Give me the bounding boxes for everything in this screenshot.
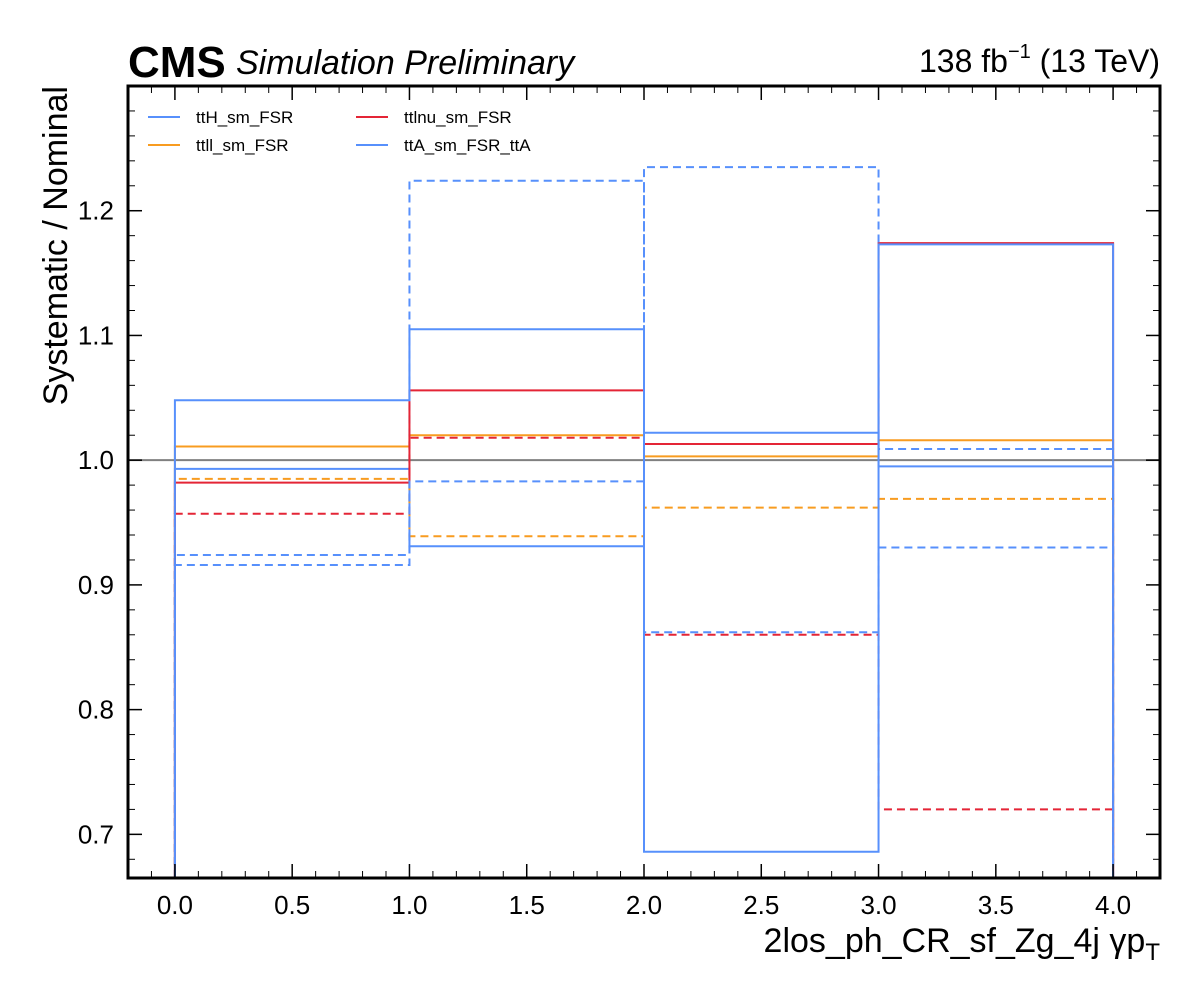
x-tick-label: 3.5 [978,890,1014,920]
legend-entry-label: ttlnu_sm_FSR [404,108,512,127]
y-tick-label: 0.9 [78,570,114,600]
y-axis-title: Systematic / Nominal [37,86,75,405]
lumi-energy: (13 TeV) [1031,43,1160,79]
series-3-up-line [173,243,1115,878]
x-tick-label: 0.5 [274,890,310,920]
y-tick-label: 0.7 [78,819,114,849]
x-tick-label: 1.5 [509,890,545,920]
y-tick-label: 0.8 [78,695,114,725]
ticks-layer: 0.0 0.5 1.0 1.5 2.0 2.5 3.0 3.5 4.0 0.7 0.8 0.9 1.0 1… [78,86,1160,920]
x-tick-label: 2.0 [626,890,662,920]
lumi-value: 138 fb [919,43,1008,79]
lumi-label: 138 fb−1 (13 TeV) [919,41,1160,79]
status-label: Simulation Preliminary [236,44,576,82]
legend-entry-label: ttll_sm_FSR [196,136,289,155]
x-tick-label: 4.0 [1095,890,1131,920]
x-axis-title: 2los_ph_CR_sf_Zg_4j γpT [764,922,1161,966]
x-axis-title-subscript: T [1145,939,1160,966]
legend-entry-label: ttA_sm_FSR_ttA [404,136,531,155]
series-3-down-line [173,166,1115,878]
plot-frame [126,84,1162,880]
lumi-exponent: −1 [1008,41,1031,63]
legend-entry-label: ttH_sm_FSR [196,108,293,127]
x-tick-label: 0.0 [157,890,193,920]
legend: ttH_sm_FSR ttll_sm_FSR ttlnu_sm_FSR ttA_sm_… [148,108,531,155]
y-tick-label: 1.0 [78,445,114,475]
y-tick-label: 1.1 [78,320,114,350]
x-tick-label: 3.0 [860,890,896,920]
y-tick-label: 1.2 [78,196,114,226]
experiment-label: CMS [128,38,226,87]
series-layer [173,166,1115,878]
x-tick-label: 2.5 [743,890,779,920]
x-tick-label: 1.0 [391,890,427,920]
x-axis-title-main: 2los_ph_CR_sf_Zg_4j γp [764,922,1146,960]
